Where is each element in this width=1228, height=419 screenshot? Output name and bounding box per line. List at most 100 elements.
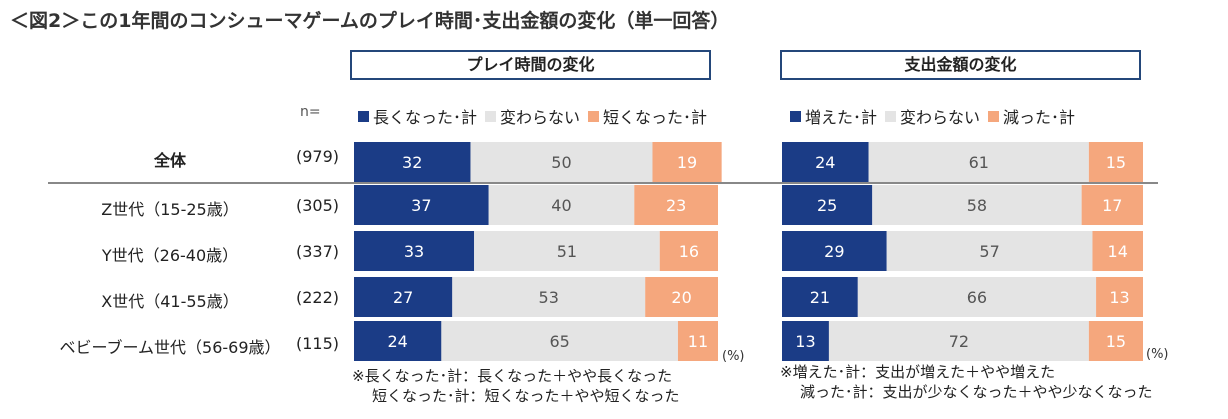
row-label-boomer: ベビーブーム世代（56-69歳）: [59, 338, 281, 357]
legend-spending: 増えた･計 変わらない 減った･計: [790, 104, 1083, 128]
legend-item-longer: 長くなった･計: [358, 104, 477, 128]
row-label-gen-x: X世代（41-55歳）: [101, 292, 239, 311]
percent-unit-right: (%): [1146, 347, 1169, 362]
bar-segment-neutral: [828, 321, 1089, 361]
bar-segment-dark: [354, 231, 475, 271]
data-label: 19: [677, 153, 697, 172]
bar-segment-orange: [1096, 277, 1143, 317]
legend-label: 減った･計: [1003, 108, 1076, 127]
data-label: 13: [1109, 288, 1129, 307]
percent-unit-left: (%): [722, 349, 745, 364]
note-line: 短くなった･計：短くなった＋やや短くなった: [372, 387, 680, 405]
bar-segment-dark: [354, 277, 453, 317]
bar-segment-neutral: [488, 185, 635, 225]
data-label: 33: [404, 242, 424, 261]
row-n-all: (979): [296, 147, 340, 166]
legend-swatch-dark: [358, 110, 369, 122]
bar-segment-neutral: [452, 277, 646, 317]
legend-label: 変わらない: [500, 108, 581, 127]
note-line: ※増えた･計：支出が増えた＋やや増えた: [780, 363, 1056, 381]
data-label: 40: [551, 196, 571, 215]
data-label: 27: [393, 288, 413, 307]
data-label: 24: [388, 332, 408, 351]
data-label: 25: [817, 196, 837, 215]
bar-segment-orange: [634, 185, 718, 225]
data-label: 72: [949, 332, 969, 351]
legend-swatch-light: [885, 110, 897, 122]
bar-segment-orange: [1092, 231, 1143, 271]
divider-line: [48, 182, 1158, 184]
row-label-gen-y: Y世代（26-40歳）: [101, 246, 239, 265]
bar-segment-orange: [1088, 142, 1143, 182]
data-label: 32: [402, 153, 422, 172]
bar-segment-dark: [782, 277, 858, 317]
data-label: 58: [967, 196, 987, 215]
note-play-time: ※長くなった･計：長くなった＋やや長くなった 短くなった･計：短くなった＋やや短…: [352, 366, 680, 406]
row-label-gen-z: Z世代（15-25歳）: [101, 200, 239, 219]
data-label: 24: [815, 153, 835, 172]
note-line: ※長くなった･計：長くなった＋やや長くなった: [352, 367, 673, 385]
legend-item-same: 変わらない: [485, 104, 580, 128]
n-label: n=: [300, 104, 321, 120]
bar-segment-dark: [782, 185, 873, 225]
data-label: 53: [539, 288, 559, 307]
bar-segment-dark: [782, 231, 887, 271]
bar-segment-orange: [677, 321, 718, 361]
bar-segment-orange: [645, 277, 718, 317]
bar-segment-dark: [782, 142, 869, 182]
data-label: 51: [557, 242, 577, 261]
data-label: 21: [810, 288, 830, 307]
chart-title: ＜図2＞この1年間のコンシューマゲームのプレイ時間･支出金額の変化（単一回答）: [10, 10, 730, 32]
data-label: 16: [679, 242, 699, 261]
data-label: 14: [1108, 242, 1128, 261]
legend-label: 変わらない: [900, 108, 981, 127]
bar-segment-neutral: [868, 142, 1089, 182]
legend-swatch-dark: [790, 110, 801, 122]
legend-swatch-light: [485, 110, 497, 122]
data-label: 57: [979, 242, 999, 261]
bar-segment-neutral: [872, 185, 1082, 225]
data-label: 50: [551, 153, 571, 172]
legend-item-same: 変わらない: [885, 104, 980, 128]
data-label: 61: [969, 153, 989, 172]
row-n-gen-x: (222): [296, 288, 340, 307]
legend-swatch-orange: [988, 110, 1000, 122]
bar-segment-dark: [782, 321, 829, 361]
data-label: 15: [1106, 332, 1126, 351]
data-label: 17: [1102, 196, 1122, 215]
data-label: 29: [824, 242, 844, 261]
row-n-boomer: (115): [296, 334, 340, 353]
row-n-gen-y: (337): [296, 242, 340, 261]
row-n-gen-z: (305): [296, 196, 340, 215]
legend-label: 長くなった･計: [373, 108, 478, 127]
bar-segment-neutral: [474, 231, 660, 271]
bar-segment-orange: [652, 142, 722, 182]
data-label: 20: [671, 288, 691, 307]
data-label: 66: [967, 288, 987, 307]
bar-segment-orange: [659, 231, 718, 271]
legend-label: 短くなった･計: [603, 108, 708, 127]
data-label: 13: [795, 332, 815, 351]
bar-segment-neutral: [886, 231, 1093, 271]
row-label-all: 全体: [153, 151, 186, 170]
bar-segment-neutral: [857, 277, 1097, 317]
bar-segment-neutral: [441, 321, 678, 361]
legend-item-increased: 増えた･計: [790, 104, 877, 128]
note-spending: ※増えた･計：支出が増えた＋やや増えた 減った･計：支出が少なくなった＋やや少な…: [780, 362, 1153, 402]
data-label: 15: [1106, 153, 1126, 172]
legend-label: 増えた･計: [805, 108, 878, 127]
panel-title-spending: 支出金額の変化: [780, 50, 1141, 80]
legend-swatch-orange: [588, 110, 600, 122]
bar-segment-orange: [1081, 185, 1143, 225]
note-line: 減った･計：支出が少なくなった＋やや少なくなった: [800, 383, 1153, 401]
data-label: 37: [411, 196, 431, 215]
bar-segment-dark: [354, 142, 471, 182]
data-label: 23: [666, 196, 686, 215]
bar-segment-dark: [354, 185, 489, 225]
data-label: 65: [549, 332, 569, 351]
legend-item-decreased: 減った･計: [988, 104, 1075, 128]
bar-segment-orange: [1088, 321, 1143, 361]
legend-play-time: 長くなった･計 変わらない 短くなった･計: [358, 104, 715, 128]
legend-item-shorter: 短くなった･計: [588, 104, 707, 128]
